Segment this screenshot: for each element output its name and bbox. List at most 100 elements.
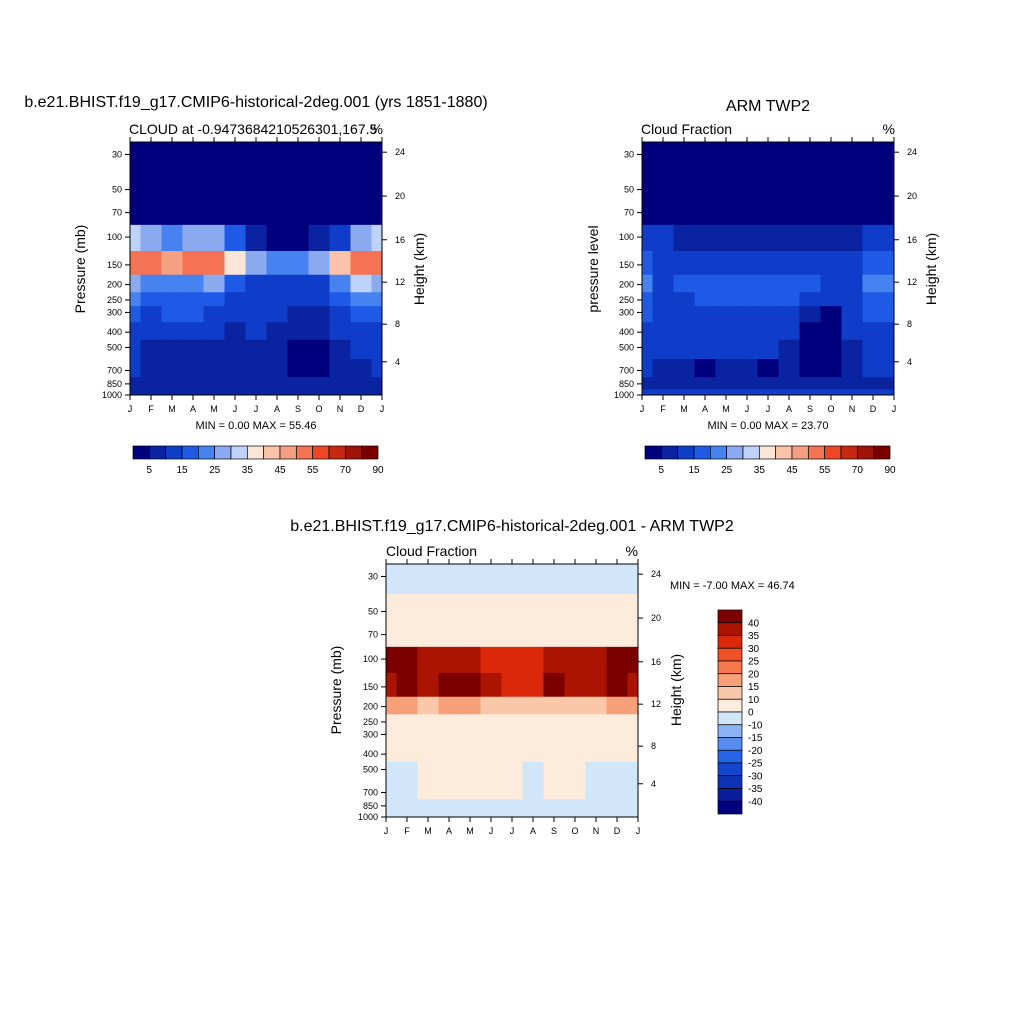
heatmap-cell (522, 799, 544, 812)
colorbar-swatch (246, 445, 265, 460)
x-tick-label: M (168, 404, 176, 414)
heatmap-cell (642, 322, 653, 341)
y-tick-label: 850 (619, 379, 634, 389)
heatmap-cell (438, 744, 460, 763)
y2-tick-label: 8 (395, 319, 400, 329)
heatmap-cell (715, 359, 737, 378)
heatmap-cell (329, 201, 351, 226)
heatmap-cell (606, 696, 628, 715)
panel-diff-title: b.e21.BHIST.f19_g17.CMIP6-historical-2de… (290, 518, 734, 535)
heatmap-cell (694, 250, 716, 276)
heatmap-cell (130, 250, 141, 276)
heatmap-cell (715, 201, 737, 226)
heatmap-cell (841, 292, 863, 307)
heatmap-cell (371, 172, 383, 202)
heatmap-cell (585, 811, 607, 818)
heatmap-cell (386, 646, 397, 674)
heatmap-cell (501, 594, 523, 624)
y-tick-label: 850 (363, 801, 378, 811)
heatmap-cell (371, 142, 383, 173)
heatmap-cell (396, 646, 418, 674)
colorbar-label: 0 (748, 708, 754, 719)
heatmap-cell (459, 728, 481, 745)
heatmap-cell (203, 339, 225, 360)
heatmap-cell (799, 172, 821, 202)
x-tick-label: A (702, 404, 708, 414)
heatmap-cell (778, 274, 800, 293)
heatmap-cell (459, 646, 481, 674)
colorbar-label: 10 (748, 695, 760, 706)
heatmap-cell (799, 359, 821, 378)
heatmap-cell (694, 201, 716, 226)
heatmap-cell (245, 250, 267, 276)
heatmap-cell (287, 201, 309, 226)
y2-tick-label: 24 (651, 569, 661, 579)
colorbar-swatch (181, 445, 199, 460)
x-tick-label: J (384, 826, 389, 836)
heatmap-cell (245, 339, 267, 360)
heatmap-cell (694, 359, 716, 378)
heatmap-cell (245, 201, 267, 226)
heatmap-cell (350, 142, 372, 173)
x-tick-label: S (295, 404, 301, 414)
heatmap-cell (480, 799, 502, 812)
colorbar-swatch (717, 800, 743, 815)
heatmap-cell (438, 781, 460, 800)
colorbar-label: 45 (274, 465, 286, 476)
heatmap-cell (627, 728, 639, 745)
heatmap-cell (308, 389, 330, 396)
heatmap-cell (673, 389, 695, 396)
heatmap-cell (224, 224, 246, 252)
heatmap-cell (820, 339, 842, 360)
heatmap-cell (606, 646, 628, 674)
colorbar-label: 70 (852, 465, 864, 476)
heatmap-cell (820, 322, 842, 341)
heatmap-cell (585, 714, 607, 729)
heatmap-cell (350, 224, 372, 252)
heatmap-cell (266, 142, 288, 173)
heatmap-cell (820, 377, 842, 390)
colorbar-swatch (758, 445, 777, 460)
heatmap-cell (386, 594, 397, 624)
heatmap-cell (501, 696, 523, 715)
heatmap-cell (501, 714, 523, 729)
heatmap-cell (627, 672, 639, 698)
panel-model-stats: MIN = 0.00 MAX = 55.46 (195, 420, 316, 432)
panel-obs-stats: MIN = 0.00 MAX = 23.70 (707, 420, 828, 432)
y2-tick-label: 16 (651, 657, 661, 667)
heatmap-cell (543, 623, 565, 648)
colorbar-swatch (344, 445, 363, 460)
heatmap-cell (386, 811, 397, 818)
heatmap-cell (182, 322, 204, 341)
y2-tick-label: 24 (395, 147, 405, 157)
heatmap-cell (140, 292, 162, 307)
heatmap-cell (543, 744, 565, 763)
heatmap-cell (130, 377, 141, 390)
x-tick-label: M (466, 826, 474, 836)
heatmap-cell (862, 292, 884, 307)
heatmap-cell (438, 811, 460, 818)
y-tick-label: 500 (619, 342, 634, 352)
colorbar-swatch (717, 673, 743, 687)
heatmap-cell (820, 142, 842, 173)
panel-obs-units: % (883, 121, 895, 137)
colorbar-model: 5 15 25 35 45 55 70 90 (132, 445, 384, 476)
y2-tick-label: 12 (907, 277, 917, 287)
panel-obs-left-label: Cloud Fraction (641, 121, 732, 137)
x-tick-label: N (593, 826, 600, 836)
heatmap-cell (203, 389, 225, 396)
y-tick-label: 700 (363, 788, 378, 798)
heatmap-cell (417, 761, 439, 782)
heatmap-cell (459, 594, 481, 624)
heatmap-cell (140, 172, 162, 202)
heatmap-cell (543, 564, 565, 595)
heatmap-cell (627, 696, 639, 715)
x-tick-label: M (424, 826, 432, 836)
heatmap-cell (308, 306, 330, 323)
heatmap-cell (642, 339, 653, 360)
heatmap-cell (543, 696, 565, 715)
colorbar-label: 15 (688, 465, 700, 476)
heatmap-cell (224, 172, 246, 202)
colorbar-swatch (361, 445, 379, 460)
x-tick-label: M (210, 404, 218, 414)
